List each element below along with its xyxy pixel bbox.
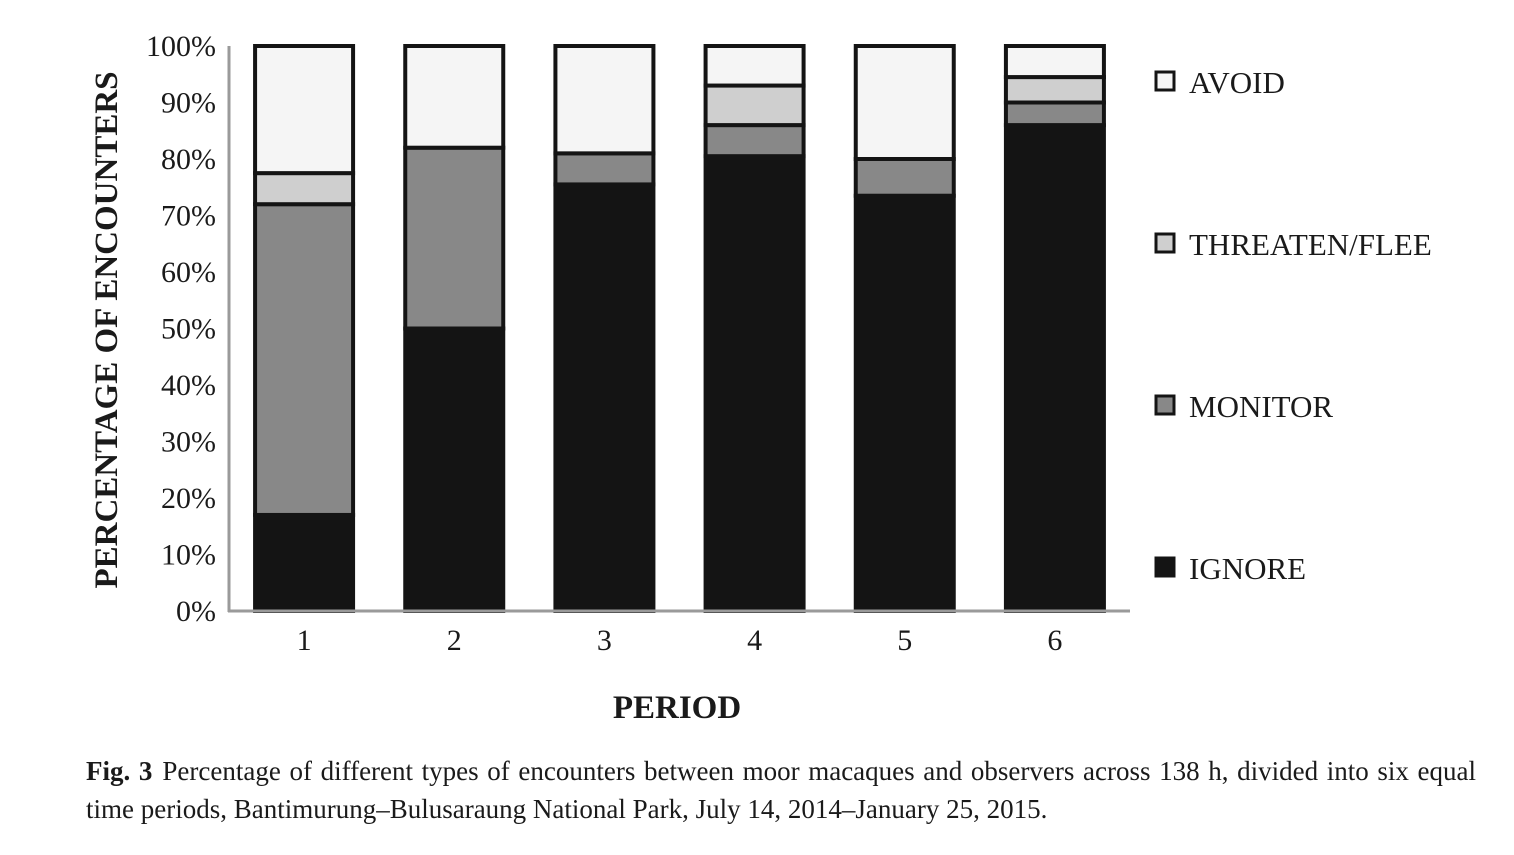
x-tick-label: 5 [897,624,912,657]
legend-label: THREATEN/FLEE [1189,227,1432,262]
bar-segment-monitor [253,202,356,517]
y-tick-label: 40% [161,369,216,402]
bar-segment-ignore [1003,123,1106,613]
x-tick-label: 6 [1047,624,1062,657]
bar-segment-ignore [553,182,656,614]
bars [253,44,1106,614]
figure-caption: Fig. 3 Percentage of different types of e… [86,752,1476,828]
x-tick-label: 1 [297,624,312,657]
y-tick-label: 70% [161,200,216,233]
x-axis-ticks: 1 2 3 4 5 6 [297,624,1063,657]
bar-segment-threaten-flee [253,171,356,207]
bar-segment-avoid [853,44,956,161]
legend: AVOID THREATEN/FLEE MONITOR IGNORE [1154,65,1432,586]
legend-label: MONITOR [1189,389,1333,424]
x-tick-label: 3 [597,624,612,657]
bar-segment-monitor [703,123,806,159]
y-tick-label: 30% [161,426,216,459]
bar-segment-ignore [253,512,356,614]
bar-segment-avoid [553,44,656,156]
y-tick-label: 60% [161,256,216,289]
y-tick-label: 90% [161,87,216,120]
bar-segment-monitor [853,157,956,198]
legend-label: AVOID [1189,65,1285,100]
x-axis-label: PERIOD [613,690,741,726]
bar-segment-ignore [403,326,506,613]
y-tick-label: 50% [161,313,216,346]
bar-segment-threaten-flee [1003,75,1106,105]
x-tick-label: 4 [747,624,762,657]
legend-swatch [1154,232,1176,254]
stacked-bar-chart: 0% 10% 20% 30% 40% 50% 60% 70% 80% 90% 100% 1 2 3 4 5 6… [89,30,1432,726]
bar-segment-avoid [403,44,506,150]
figure-label: Fig. 3 [86,756,153,786]
bar-segment-avoid [253,44,356,176]
bar-segment-avoid [1003,44,1106,80]
bar-segment-ignore [853,193,956,613]
bar-segment-threaten-flee [703,83,806,128]
bar-segment-monitor [1003,100,1106,128]
legend-label: IGNORE [1189,551,1306,586]
bar-segment-monitor [403,145,506,331]
axes [227,46,1130,613]
caption-text: Percentage of different types of encount… [86,756,1477,824]
legend-swatch [1154,394,1176,416]
y-tick-label: 80% [161,143,216,176]
y-tick-label: 10% [161,539,216,572]
bar-segment-ignore [703,154,806,614]
y-tick-label: 0% [176,595,216,628]
y-tick-label: 20% [161,482,216,515]
bar-segment-avoid [703,44,806,88]
y-tick-label: 100% [146,30,216,63]
y-axis-label: PERCENTAGE OF ENCOUNTERS [89,71,125,588]
y-axis-ticks: 0% 10% 20% 30% 40% 50% 60% 70% 80% 90% 100% [146,30,216,628]
legend-swatch [1154,70,1176,92]
x-tick-label: 2 [447,624,462,657]
legend-swatch [1154,556,1176,578]
bar-segment-monitor [553,151,656,187]
